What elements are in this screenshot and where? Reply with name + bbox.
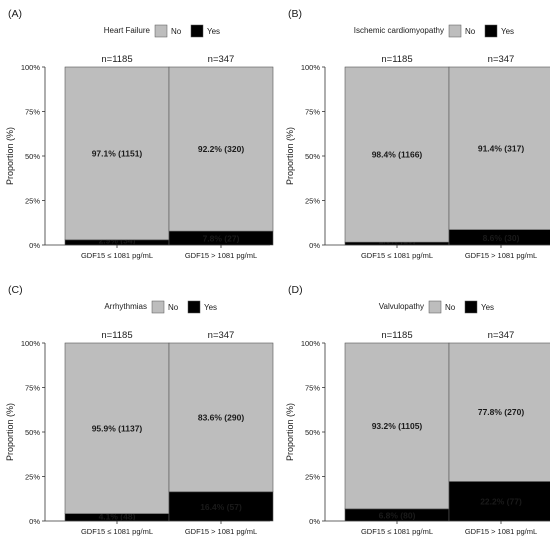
y-tick-label: 0% xyxy=(29,517,40,526)
y-tick-label: 25% xyxy=(25,473,40,482)
y-tick-label: 0% xyxy=(309,241,320,250)
bar-label-yes-0: 6.8% (80) xyxy=(379,510,416,520)
n-label-1: n=347 xyxy=(488,330,515,341)
n-label-1: n=347 xyxy=(208,330,235,341)
bar-label-yes-0: 4.1% (48) xyxy=(99,512,136,522)
panel-label: (D) xyxy=(288,284,303,296)
chart-panel-b: (B) Ischemic cardiomyopathy No Yes Proportio… xyxy=(285,8,550,260)
y-axis-title: Proportion (%) xyxy=(5,403,15,461)
x-tick-label-0: GDF15 ≤ 1081 pg/mL xyxy=(81,527,153,536)
legend-label-yes: Yes xyxy=(501,27,514,36)
y-tick-label: 50% xyxy=(25,428,40,437)
bar-no-1 xyxy=(168,66,274,232)
x-tick-label-0: GDF15 ≤ 1081 pg/mL xyxy=(361,527,433,536)
bar-label-no-1: 83.6% (290) xyxy=(198,412,244,422)
x-tick-label-0: GDF15 ≤ 1081 pg/mL xyxy=(361,251,433,260)
y-tick-label: 50% xyxy=(25,152,40,161)
chart-panel-d: (D) Valvulopathy No Yes Proportion (%) 0% 25% 5… xyxy=(285,284,550,536)
bar-no-1 xyxy=(448,66,550,230)
x-tick-label-1: GDF15 > 1081 pg/mL xyxy=(185,251,257,260)
y-tick-label: 25% xyxy=(305,197,320,206)
y-axis-title: Proportion (%) xyxy=(285,403,295,461)
legend-label-no: No xyxy=(445,303,456,312)
legend-label-yes: Yes xyxy=(207,27,220,36)
y-axis-title: Proportion (%) xyxy=(285,127,295,185)
legend-key-yes xyxy=(187,300,201,314)
bar-label-no-0: 95.9% (1137) xyxy=(92,423,143,433)
legend-label-no: No xyxy=(465,27,476,36)
bar-yes-1 xyxy=(168,491,274,522)
panel-label: (A) xyxy=(8,8,22,20)
y-tick-label: 75% xyxy=(305,384,320,393)
y-tick-label: 75% xyxy=(25,384,40,393)
n-label-1: n=347 xyxy=(208,54,235,65)
legend-title: Arrhythmias xyxy=(104,302,147,311)
y-tick-label: 25% xyxy=(25,197,40,206)
y-axis-title: Proportion (%) xyxy=(5,127,15,185)
y-tick-label: 100% xyxy=(301,339,321,348)
n-label-1: n=347 xyxy=(488,54,515,65)
y-tick-label: 100% xyxy=(21,339,41,348)
legend-key-yes xyxy=(190,24,204,38)
chart-panel-c: (C) Arrhythmias No Yes Proportion (%) 0% 25% 50… xyxy=(5,284,274,536)
bar-no-1 xyxy=(448,342,550,482)
panel-label: (C) xyxy=(8,284,23,296)
x-tick-label-1: GDF15 > 1081 pg/mL xyxy=(465,527,537,536)
legend-key-no xyxy=(448,24,462,38)
y-tick-label: 50% xyxy=(305,152,320,161)
legend-label-yes: Yes xyxy=(481,303,494,312)
bar-label-yes-0: 2.9% (34) xyxy=(99,236,136,246)
bar-no-0 xyxy=(344,66,450,243)
bar-no-0 xyxy=(64,342,170,515)
n-label-0: n=1185 xyxy=(101,330,132,341)
bar-label-no-0: 97.1% (1151) xyxy=(92,148,143,158)
bar-label-yes-1: 22.2% (77) xyxy=(480,497,522,507)
legend-label-no: No xyxy=(168,303,179,312)
legend-title: Heart Failure xyxy=(104,26,151,35)
legend-label-yes: Yes xyxy=(204,303,217,312)
bar-label-no-1: 77.8% (270) xyxy=(478,407,524,417)
legend-title: Valvulopathy xyxy=(379,302,424,311)
y-tick-label: 75% xyxy=(305,108,320,117)
bar-label-yes-1: 8.6% (30) xyxy=(483,233,520,243)
y-tick-label: 100% xyxy=(301,63,321,72)
legend-key-no xyxy=(428,300,442,314)
y-tick-label: 100% xyxy=(21,63,41,72)
bar-label-no-0: 98.4% (1166) xyxy=(372,150,423,160)
legend-key-no xyxy=(151,300,165,314)
n-label-0: n=1185 xyxy=(101,54,132,65)
x-tick-label-0: GDF15 ≤ 1081 pg/mL xyxy=(81,251,153,260)
legend-key-yes xyxy=(464,300,478,314)
chart-panel-a: (A) Heart Failure No Yes Proportion (%) 0% 25%… xyxy=(5,8,274,260)
legend-key-yes xyxy=(484,24,498,38)
bar-no-1 xyxy=(168,342,274,493)
legend-key-no xyxy=(154,24,168,38)
y-tick-label: 75% xyxy=(25,108,40,117)
bar-label-yes-1: 16.4% (57) xyxy=(200,502,242,512)
y-tick-label: 25% xyxy=(305,473,320,482)
y-tick-label: 0% xyxy=(309,517,320,526)
n-label-0: n=1185 xyxy=(381,330,412,341)
legend-label-no: No xyxy=(171,27,182,36)
bar-label-yes-1: 7.8% (27) xyxy=(203,234,240,244)
legend-title: Ischemic cardiomyopathy xyxy=(354,26,444,35)
x-tick-label-1: GDF15 > 1081 pg/mL xyxy=(185,527,257,536)
y-tick-label: 50% xyxy=(305,428,320,437)
y-tick-label: 0% xyxy=(29,241,40,250)
bar-label-no-1: 91.4% (317) xyxy=(478,143,524,153)
x-tick-label-1: GDF15 > 1081 pg/mL xyxy=(465,251,537,260)
bar-label-no-0: 93.2% (1105) xyxy=(372,421,423,431)
panel-label: (B) xyxy=(288,8,302,20)
n-label-0: n=1185 xyxy=(381,54,412,65)
bar-label-no-1: 92.2% (320) xyxy=(198,144,244,154)
bar-no-0 xyxy=(344,342,450,510)
